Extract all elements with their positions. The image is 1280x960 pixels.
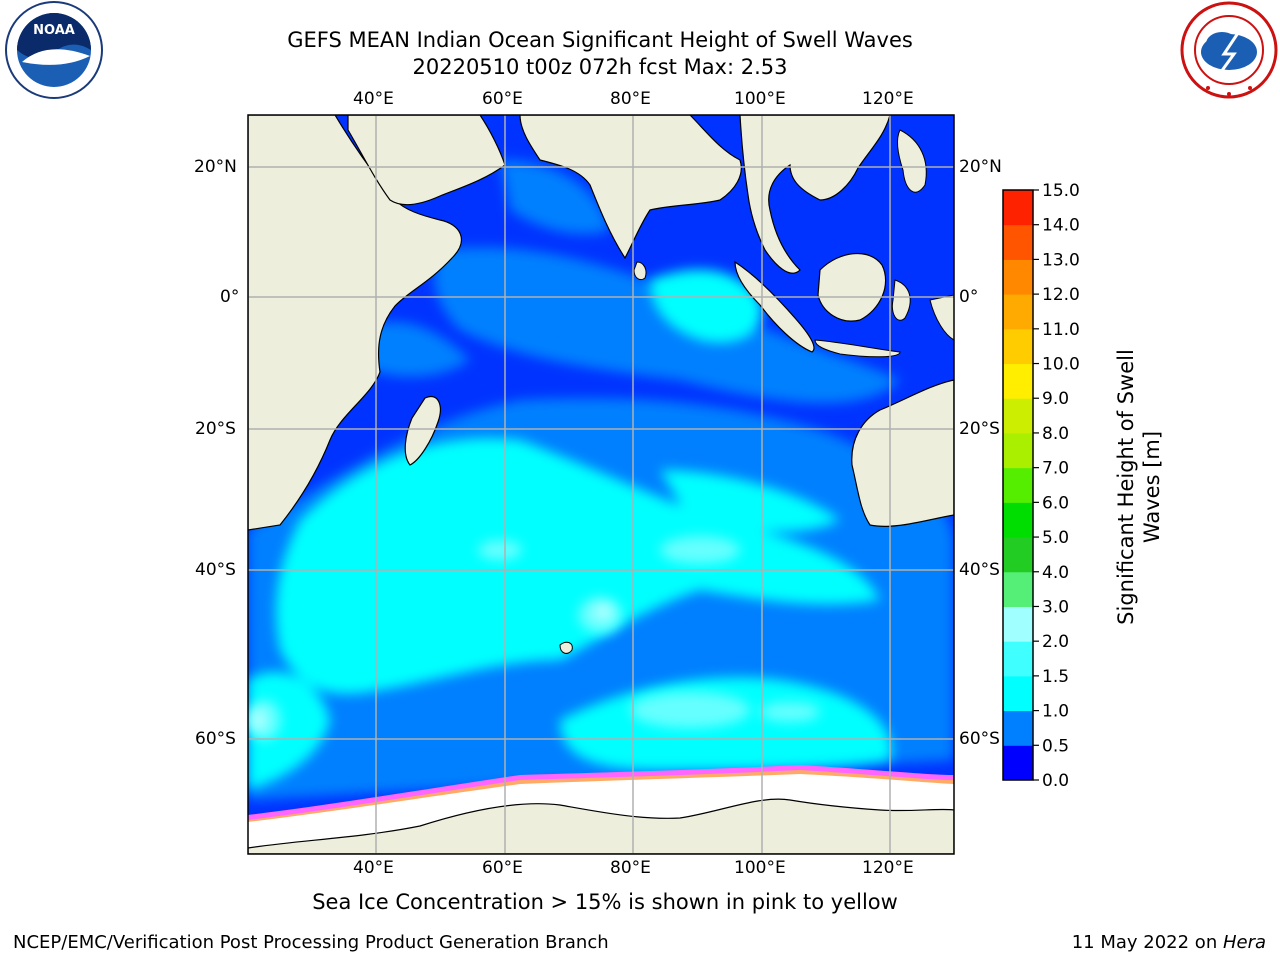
india-land — [519, 115, 742, 260]
colorbar-segment — [1003, 224, 1033, 260]
lon-label-top: 80°E — [610, 89, 651, 109]
footer-host: Hera — [1222, 932, 1266, 953]
colorbar-tick-label: 10.0 — [1042, 355, 1080, 375]
colorbar-tick-label: 4.0 — [1042, 563, 1069, 583]
sea-ice-note: Sea Ice Concentration > 15% is shown in … — [312, 890, 898, 914]
colorbar-segment — [1003, 537, 1033, 573]
lon-label-top: 40°E — [353, 89, 394, 109]
colorbar-segment — [1003, 190, 1033, 226]
lat-label-right: 60°S — [959, 729, 1000, 749]
colorbar: 0.0 0.5 1.0 1.5 2.0 3.0 4.0 5.0 6.0 7.0 8.0 9.0 10.0… — [1002, 181, 1080, 791]
lat-label-right: 20°N — [959, 157, 1002, 177]
colorbar-segment — [1003, 432, 1033, 469]
chart-title: GEFS MEAN Indian Ocean Significant Heigh… — [287, 28, 913, 52]
noaa-logo: NOAA — [5, 1, 103, 99]
colorbar-tick-label: 3.0 — [1042, 597, 1069, 617]
lat-label-left: 0° — [220, 287, 240, 307]
colorbar-tick-label: 1.0 — [1042, 702, 1069, 722]
colorbar-segment — [1003, 398, 1033, 434]
lon-label-bottom: 100°E — [734, 858, 786, 878]
australia-land — [851, 379, 954, 527]
national-weather-service-logo — [1180, 1, 1278, 99]
colorbar-tick-label: 6.0 — [1042, 493, 1069, 513]
colorbar-tick-label: 12.0 — [1042, 285, 1080, 305]
borneo-land — [817, 252, 887, 322]
colorbar-tick-label: 15.0 — [1042, 181, 1080, 201]
lon-label-bottom: 80°E — [610, 858, 651, 878]
madagascar-land — [404, 396, 441, 466]
lon-label-bottom: 120°E — [862, 858, 914, 878]
lon-label-top: 100°E — [734, 89, 786, 109]
lat-label-left: 20°N — [194, 157, 237, 177]
lat-label-right: 20°S — [959, 419, 1000, 439]
lon-label-top: 60°E — [482, 89, 523, 109]
colorbar-tick-label: 0.5 — [1042, 736, 1069, 756]
lat-label-left: 20°S — [195, 419, 236, 439]
colorbar-tick-label: 11.0 — [1042, 320, 1080, 340]
colorbar-tick-label: 13.0 — [1042, 250, 1080, 270]
lat-label-right: 40°S — [959, 560, 1000, 580]
colorbar-label-line2: Waves [m] — [1140, 430, 1164, 544]
chart-subtitle: 20220510 t00z 072h fcst Max: 2.53 — [412, 55, 788, 79]
colorbar-segment — [1003, 641, 1033, 677]
lon-label-bottom: 40°E — [353, 858, 394, 878]
map-gridlines — [248, 115, 954, 854]
footer-credit: NCEP/EMC/Verification Post Processing Pr… — [13, 932, 609, 953]
southeast-asia-land — [739, 115, 891, 274]
lat-label-left: 40°S — [195, 560, 236, 580]
colorbar-segment — [1003, 571, 1033, 607]
map-frame — [247, 114, 955, 855]
colorbar-segment — [1003, 745, 1033, 781]
footer-date: 11 May 2022 on Hera — [1072, 932, 1266, 953]
colorbar-tick-label: 1.5 — [1042, 667, 1069, 687]
colorbar-tick-label: 5.0 — [1042, 528, 1069, 548]
colorbar-segment — [1003, 675, 1033, 712]
arabia-land — [347, 115, 506, 206]
colorbar-segment — [1003, 328, 1033, 365]
lat-label-left: 60°S — [195, 729, 236, 749]
antarctica-land — [248, 798, 954, 854]
colorbar-segment — [1003, 294, 1033, 330]
colorbar-segment — [1003, 606, 1033, 642]
colorbar-segment — [1003, 363, 1033, 399]
colorbar-tick-label: 8.0 — [1042, 424, 1069, 444]
colorbar-label: Significant Height of Swell Waves [m] — [1113, 337, 1167, 637]
colorbar-label-line1: Significant Height of Swell — [1114, 349, 1138, 625]
colorbar-tick-label: 0.0 — [1042, 771, 1069, 791]
colorbar-tick-label: 2.0 — [1042, 632, 1069, 652]
colorbar-segment — [1003, 467, 1033, 503]
colorbar-segment — [1003, 259, 1033, 295]
colorbar-tick-label: 14.0 — [1042, 216, 1080, 236]
colorbar-frame — [1002, 189, 1034, 781]
colorbar-tick-label: 9.0 — [1042, 389, 1069, 409]
colorbar-segment — [1003, 710, 1033, 746]
lon-label-bottom: 60°E — [482, 858, 523, 878]
footer-date-prefix: 11 May 2022 on — [1071, 932, 1223, 953]
noaa-logo-text: NOAA — [33, 23, 75, 38]
lon-label-top: 120°E — [862, 89, 914, 109]
sumatra-land — [734, 260, 815, 353]
colorbar-tick-label: 7.0 — [1042, 459, 1069, 479]
lat-label-right: 0° — [959, 287, 979, 307]
colorbar-segment — [1003, 502, 1033, 538]
